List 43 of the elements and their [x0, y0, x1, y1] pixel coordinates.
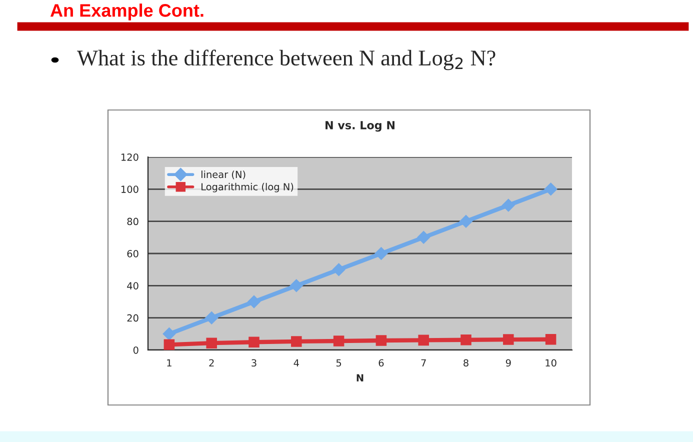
point [290, 279, 303, 292]
point [162, 328, 176, 340]
point [417, 231, 430, 244]
point [545, 334, 556, 345]
text: What is the difference between N and Log$_{2}$ N? [77, 50, 496, 70]
x-tick-label: 5 [336, 359, 342, 367]
x-tick-label: 1 [167, 359, 172, 366]
text: An Example Cont. [50, 4, 204, 20]
point [248, 295, 260, 308]
y-tick-label: 60 [127, 250, 138, 258]
point [418, 334, 429, 346]
x-tick-label: 3 [252, 359, 256, 367]
x-tick-label: 4 [294, 359, 299, 366]
point [248, 336, 260, 348]
point [374, 247, 388, 260]
point [460, 214, 472, 228]
point [460, 334, 472, 346]
y-tick-label: 20 [127, 314, 138, 322]
y-tick-label: 80 [127, 218, 138, 226]
x-axis-title: N [356, 374, 364, 382]
x-tick-label: 10 [546, 359, 556, 367]
y-tick-label: 120 [121, 153, 138, 161]
x-tick-label: 8 [464, 359, 468, 367]
y-tick-label: 40 [127, 282, 138, 290]
legend-label: linear (N) [201, 170, 246, 180]
point [332, 263, 346, 276]
point [333, 336, 344, 346]
point [376, 335, 387, 346]
point [291, 336, 302, 347]
x-tick-label: 7 [421, 359, 426, 366]
point [503, 334, 514, 345]
x-tick-label: 6 [378, 359, 384, 367]
y-tick-label: 0 [133, 346, 138, 354]
point [544, 182, 558, 196]
chart-title: N vs. Log N [326, 121, 394, 132]
legend-label: Logarithmic (log N) [202, 182, 294, 192]
x-tick-label: 9 [506, 359, 511, 367]
y-tick-label: 100 [121, 186, 138, 193]
point [502, 198, 515, 212]
point [205, 311, 218, 324]
x-tick-label: 2 [209, 359, 214, 366]
point [164, 339, 175, 350]
point [206, 338, 217, 348]
